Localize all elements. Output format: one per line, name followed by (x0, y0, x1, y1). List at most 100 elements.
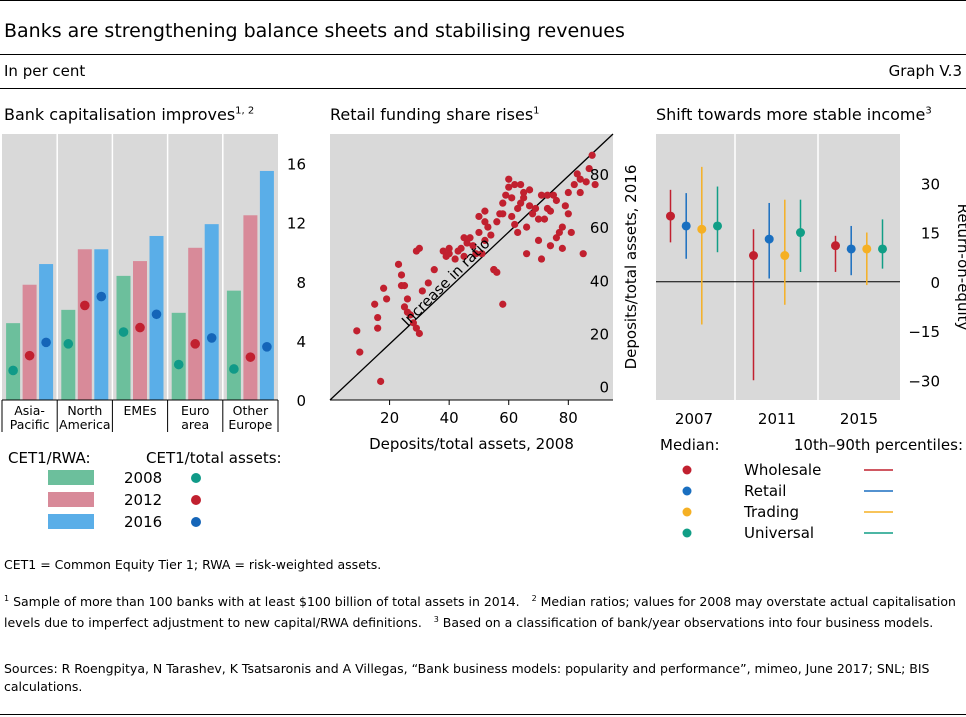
scatter-point (549, 191, 558, 199)
footnote-1-marker: 1 (4, 594, 10, 603)
scatter-point (406, 311, 415, 319)
category-label: EMEs (123, 403, 156, 418)
scatter-point (481, 207, 489, 215)
bar-2012 (77, 249, 92, 400)
scatter-point (475, 228, 483, 237)
left-panel-footnote-ref: 1, 2 (235, 105, 255, 117)
right-panel-footnote-ref: 3 (925, 105, 932, 117)
legend-label-2008: 2008 (124, 469, 162, 487)
scatter-point (460, 252, 468, 260)
scatter-point (499, 199, 507, 207)
graph-label: Graph V.3 (888, 62, 962, 80)
median-Trading (697, 224, 707, 234)
scatter-point (555, 228, 563, 237)
middle-y-tick-label: 60 (590, 219, 609, 237)
scatter-point (502, 191, 510, 199)
category-label: America (59, 417, 111, 432)
subtitle-rule (0, 88, 966, 89)
scatter-point (469, 242, 477, 250)
scatter-point (546, 207, 555, 215)
scatter-point (484, 223, 492, 231)
scatter-point (487, 231, 495, 239)
scatter-point (490, 266, 498, 274)
median-Retail (681, 221, 691, 231)
scatter-point (418, 287, 426, 295)
scatter-point (508, 194, 516, 202)
left-y-tick-label: 0 (296, 392, 306, 410)
middle-y-tick-label: 20 (590, 326, 609, 344)
median-Universal (713, 221, 722, 231)
left-y-tick-label: 16 (287, 156, 306, 174)
dot-2008 (63, 339, 74, 349)
right-legend: Median: 10th–90th percentiles: Wholesale Re… (660, 436, 963, 542)
top-rule (0, 0, 966, 1)
right-y-axis-label: Return-on-equity (954, 204, 966, 331)
right-y-tick-label: −15 (908, 323, 940, 341)
scatter-point (445, 244, 453, 252)
footnote-3-marker: 3 (433, 615, 439, 625)
scatter-point (525, 186, 534, 194)
category-label: Pacific (10, 417, 50, 432)
scatter-point (546, 242, 555, 250)
dot-2008 (8, 365, 18, 376)
scatter-point (493, 218, 501, 226)
middle-x-tick-label: 20 (380, 409, 399, 427)
scatter-point (528, 210, 537, 218)
scatter-point (558, 223, 566, 231)
middle-x-axis-label: Deposits/total assets, 2008 (369, 435, 574, 453)
footnote-2-marker: 2 (531, 594, 537, 603)
scatter-point (400, 303, 409, 311)
category-label: Asia- (14, 403, 45, 418)
legend-median-dot-Universal (682, 528, 692, 538)
legend-label-Wholesale: Wholesale (744, 461, 821, 479)
scatter-point (394, 260, 403, 268)
page-title: Banks are strengthening balance sheets a… (4, 20, 625, 42)
legend-dot-2012 (191, 495, 201, 505)
scatter-point (463, 239, 471, 247)
bar-2012 (188, 247, 203, 400)
scatter-point (514, 204, 522, 213)
scatter-point (499, 210, 507, 218)
scatter-point (523, 223, 531, 231)
scatter-point (397, 271, 406, 279)
scatter-point (558, 244, 566, 252)
forty-five-degree-line (329, 133, 614, 401)
median-Retail (846, 244, 856, 254)
scatter-point (517, 199, 525, 207)
legend-swatch-2012 (48, 492, 94, 507)
median-Wholesale (749, 251, 758, 261)
scatter-point (582, 178, 590, 186)
scatter-point (525, 202, 534, 210)
scatter-point (591, 180, 599, 189)
scatter-point (380, 284, 388, 292)
scatter-point (534, 215, 543, 223)
dot-2008 (229, 364, 239, 374)
bar-2016 (259, 170, 274, 400)
scatter-point (511, 180, 519, 189)
legend-label-2016: 2016 (124, 513, 162, 531)
right-panel-title: Shift towards more stable income3 (656, 105, 932, 124)
middle-y-tick-label: 0 (599, 379, 609, 397)
right-x-group-label: 2011 (758, 410, 796, 428)
scatter-point (537, 255, 546, 263)
legend-rwa-title: CET1/RWA: (8, 449, 91, 467)
legend-median-dot-Trading (682, 507, 692, 517)
scatter-point (585, 164, 593, 173)
scatter-point (588, 151, 596, 159)
dot-2012 (245, 352, 256, 362)
bar-2008 (116, 275, 131, 400)
right-x-group-label: 2015 (840, 410, 878, 428)
scatter-point (567, 228, 575, 237)
category-label: Euro (181, 403, 209, 418)
middle-panel-title: Retail funding share rises1 (330, 105, 540, 124)
scatter-point (409, 319, 418, 327)
scatter-point (511, 220, 519, 229)
scatter-point (439, 247, 447, 255)
legend-label-Retail: Retail (744, 482, 786, 500)
median-Trading (862, 244, 872, 254)
bar-2008 (61, 309, 76, 400)
dot-2008 (118, 327, 129, 337)
